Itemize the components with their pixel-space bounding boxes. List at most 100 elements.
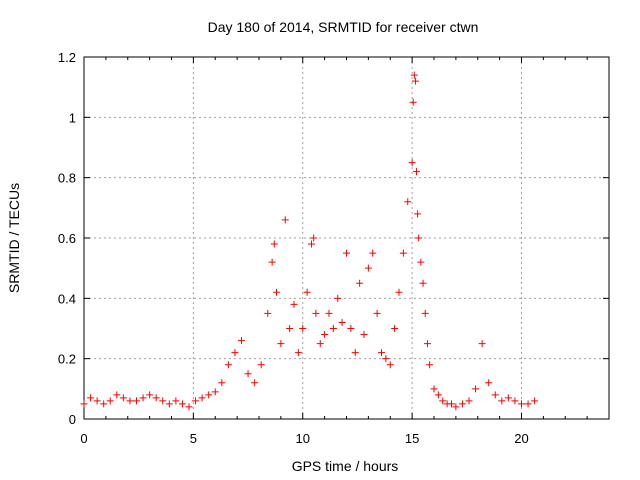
- data-point: [159, 397, 167, 405]
- data-point: [133, 397, 140, 405]
- data-point: [360, 331, 368, 339]
- data-point: [273, 288, 280, 296]
- data-point: [415, 234, 423, 242]
- data-point: [192, 397, 200, 405]
- data-point: [404, 198, 412, 206]
- data-point: [172, 397, 180, 405]
- data-point: [378, 349, 385, 357]
- data-point: [139, 394, 147, 402]
- data-point: [531, 397, 539, 405]
- data-point: [351, 349, 359, 357]
- data-point: [80, 400, 88, 408]
- data-point: [100, 400, 108, 408]
- data-point: [126, 397, 134, 405]
- data-point: [224, 361, 232, 369]
- data-point: [316, 340, 324, 348]
- data-point: [498, 397, 506, 405]
- data-point: [231, 349, 239, 357]
- data-point: [410, 71, 418, 79]
- data-point: [417, 258, 425, 266]
- data-point: [426, 361, 434, 369]
- data-point: [419, 279, 427, 287]
- ticks: [83, 56, 609, 420]
- data-point: [434, 391, 442, 399]
- data-point: [185, 403, 193, 411]
- data-point: [386, 361, 394, 369]
- data-point: [290, 300, 298, 308]
- x-tick-label: 0: [80, 431, 87, 446]
- data-point: [165, 400, 173, 408]
- data-point: [299, 325, 307, 332]
- data-point: [452, 403, 460, 411]
- y-tick-label: 1: [69, 110, 76, 125]
- data-point: [106, 397, 114, 405]
- data-point: [286, 325, 294, 332]
- data-point: [430, 385, 438, 393]
- data-point: [277, 340, 285, 348]
- data-point: [524, 400, 532, 408]
- grid: [84, 57, 609, 419]
- data-point: [369, 249, 377, 257]
- data-point: [238, 337, 245, 345]
- data-point: [504, 394, 512, 402]
- tick-labels: 0 5 10 15 20 0 0.2 0.4 0.6 0.8 1 1.2: [58, 50, 529, 446]
- data-point: [334, 294, 342, 302]
- data-point: [310, 234, 318, 242]
- data-point: [303, 288, 311, 296]
- data-point: [211, 388, 219, 396]
- data-point: [413, 168, 420, 176]
- data-point: [408, 159, 416, 167]
- data-point: [373, 309, 381, 317]
- data-point: [294, 349, 302, 357]
- y-tick-label: 0.6: [58, 231, 76, 246]
- data-point: [218, 379, 226, 387]
- data-point: [270, 240, 278, 248]
- y-tick-label: 1.2: [58, 50, 76, 65]
- data-point: [268, 258, 276, 266]
- data-point: [146, 391, 154, 399]
- data-point: [113, 391, 121, 399]
- data-point: [347, 325, 355, 332]
- data-point: [478, 340, 486, 348]
- y-tick-label: 0.8: [58, 171, 76, 186]
- data-point: [423, 340, 431, 348]
- data-point: [312, 309, 320, 317]
- data-point: [152, 394, 160, 402]
- data-point: [465, 397, 473, 405]
- data-point: [421, 309, 429, 317]
- y-axis-label: SRMTID / TECUs: [6, 183, 22, 293]
- data-point: [364, 264, 372, 272]
- data-point: [244, 370, 252, 378]
- data-point: [325, 309, 333, 317]
- data-point: [485, 379, 493, 387]
- x-tick-label: 20: [514, 431, 528, 446]
- data-points: [80, 71, 539, 411]
- data-point: [264, 309, 272, 317]
- data-point: [205, 391, 213, 399]
- data-point: [338, 318, 346, 326]
- data-point: [414, 210, 422, 218]
- data-point: [329, 325, 337, 332]
- data-point: [511, 397, 519, 405]
- data-point: [343, 249, 350, 257]
- data-point: [308, 240, 315, 248]
- data-point: [491, 391, 499, 399]
- y-tick-label: 0: [69, 412, 76, 427]
- y-tick-label: 0.4: [58, 291, 76, 306]
- x-axis-label: GPS time / hours: [292, 458, 399, 474]
- data-point: [87, 394, 95, 402]
- data-point: [395, 288, 403, 296]
- data-point: [382, 355, 390, 363]
- data-point: [198, 394, 206, 402]
- y-tick-label: 0.2: [58, 352, 76, 367]
- x-tick-label: 5: [190, 431, 197, 446]
- x-tick-label: 15: [405, 431, 419, 446]
- data-point: [391, 325, 399, 332]
- data-point: [281, 216, 289, 224]
- data-point: [119, 394, 127, 402]
- data-point: [518, 400, 525, 408]
- chart-title: Day 180 of 2014, SRMTID for receiver ctw…: [208, 19, 479, 35]
- data-point: [251, 379, 259, 387]
- data-point: [178, 400, 186, 408]
